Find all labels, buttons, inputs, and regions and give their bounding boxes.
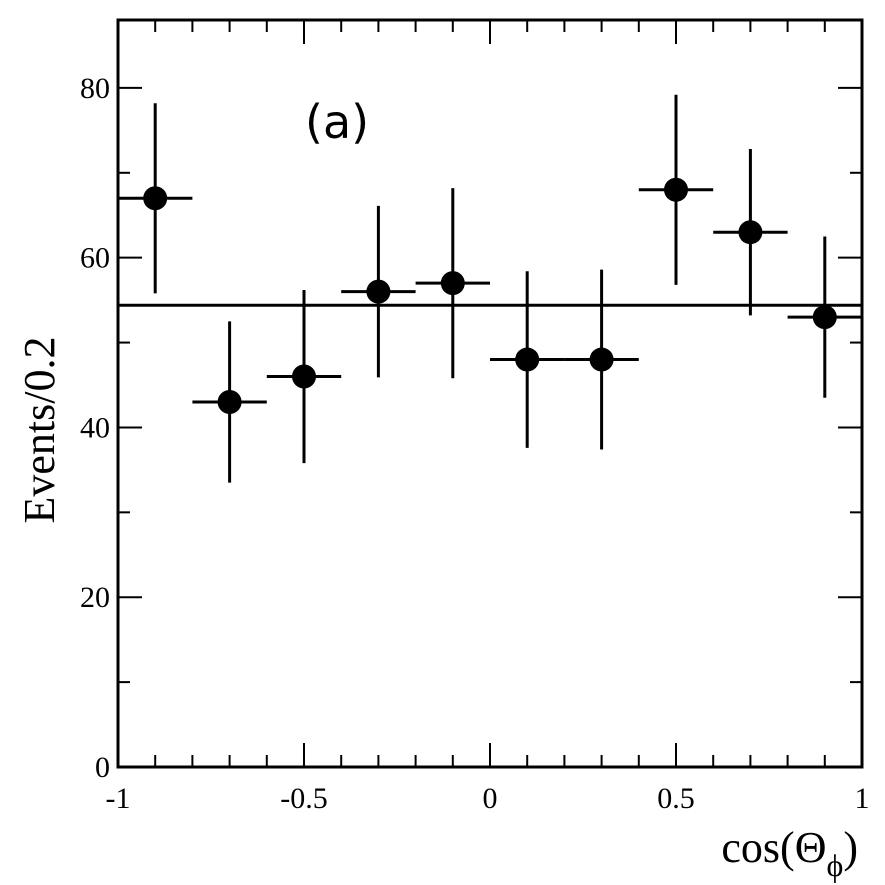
- y-tick-label: 80: [80, 72, 110, 105]
- data-point: [638, 94, 714, 285]
- x-tick-label: -1: [106, 782, 131, 815]
- data-point: [713, 149, 788, 316]
- data-point: [787, 236, 862, 398]
- x-axis-title: cos(Θϕ): [721, 823, 858, 883]
- point-marker: [515, 347, 540, 372]
- data-point: [341, 205, 416, 378]
- point-marker: [217, 389, 242, 414]
- data-point: [192, 321, 267, 483]
- x-tick-label: -0.5: [280, 782, 328, 815]
- panel-label: (a): [305, 95, 369, 149]
- point-marker: [812, 305, 837, 330]
- x-tick-label: 0.5: [657, 782, 695, 815]
- point-marker: [143, 186, 168, 211]
- x-tick-labels: -1 -0.5 0 0.5 1: [106, 782, 870, 815]
- x-axis-title-close: ): [843, 823, 858, 872]
- x-axis-title-subscript: ϕ: [827, 847, 844, 883]
- point-marker: [738, 220, 763, 245]
- data-point: [266, 289, 342, 464]
- y-tick-label: 20: [80, 581, 110, 614]
- point-marker: [589, 347, 614, 372]
- x-tick-label: 0: [483, 782, 498, 815]
- data-point: [118, 103, 193, 294]
- x-tick-label: 1: [855, 782, 870, 815]
- y-tick-label: 60: [80, 242, 110, 275]
- y-minor-ticks: [118, 171, 862, 684]
- y-major-ticks: [118, 86, 862, 768]
- point-marker: [664, 177, 688, 202]
- y-tick-label: 40: [80, 411, 110, 444]
- point-marker: [366, 279, 391, 304]
- y-tick-label: 0: [95, 751, 110, 784]
- data-point: [415, 188, 490, 379]
- x-axis-title-main: cos(Θ: [721, 823, 826, 872]
- point-marker: [440, 271, 465, 296]
- point-marker: [292, 364, 316, 389]
- data-point: [490, 271, 565, 448]
- x-major-ticks: [117, 20, 863, 767]
- data-point: [564, 269, 639, 450]
- data-points: [118, 94, 862, 483]
- x-minor-ticks: [154, 20, 826, 767]
- y-axis-title: Events/0.2: [15, 337, 64, 524]
- y-tick-labels: 0 20 40 60 80: [80, 72, 110, 784]
